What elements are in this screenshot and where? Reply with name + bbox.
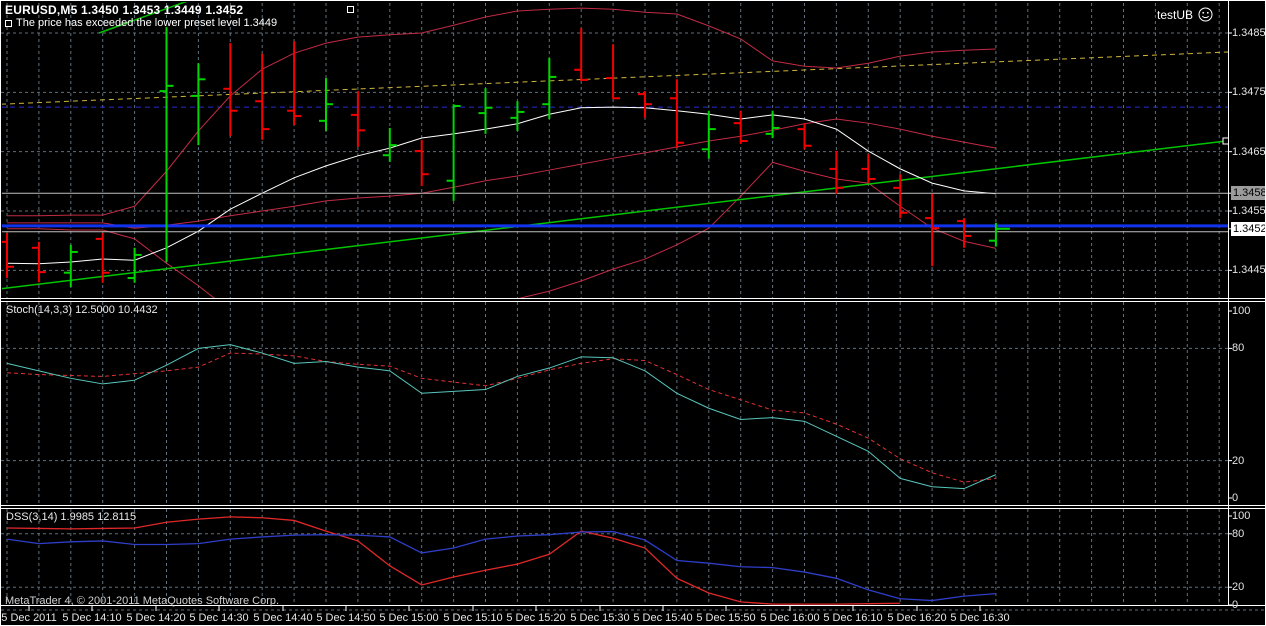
time-axis-label: 5 Dec 16:00 [760, 612, 820, 624]
time-axis-label: 5 Dec 15:40 [633, 612, 693, 624]
stoch-scale-label: 0 [1232, 492, 1239, 504]
ohlc-bar [510, 101, 525, 131]
price-axis-label: 1.3465 [1232, 145, 1266, 158]
ohlc-bar [95, 232, 110, 283]
time-axis-label: 5 Dec 14:10 [62, 612, 122, 624]
ohlc-bar [63, 244, 78, 287]
ohlc-bar [31, 241, 46, 283]
dss-scale-label: 0 [1232, 599, 1239, 611]
time-axis-label: 5 Dec 14:20 [126, 612, 186, 624]
price-marker-1.3452: 1.3452 [1231, 221, 1265, 236]
ohlc-bar [255, 53, 270, 140]
ohlc-bar [478, 88, 493, 134]
time-axis-label: 5 Dec 15:30 [570, 612, 630, 624]
dss-scale-label: 20 [1232, 581, 1245, 594]
panel-borders [1, 1, 1265, 606]
bb-lower-line [7, 161, 997, 298]
stochastic-panel[interactable] [6, 344, 997, 490]
ohlc-bar [797, 123, 812, 150]
alert-banner: The price has exceeded the lower preset … [5, 18, 277, 29]
time-axis-label: 5 Dec 15:10 [443, 612, 503, 624]
stoch-signal-line [6, 352, 996, 483]
yellow-dashed-trendline [2, 51, 1228, 105]
bb-upper-line [7, 7, 996, 217]
stoch-scale-label: 100 [1232, 305, 1251, 317]
dss-blue-line [6, 530, 996, 602]
trendline-handle[interactable] [1222, 137, 1229, 145]
time-axis-label: 5 Dec 16:30 [950, 612, 1010, 624]
ohlc-bar [2, 232, 14, 279]
ohlc-bar [893, 174, 908, 219]
time-axis-label: 5 Dec 16:10 [823, 612, 883, 624]
green-steep-trendline [98, 2, 188, 34]
ohlc-bar [542, 57, 557, 120]
ea-watermark-text: testUB [1156, 7, 1193, 22]
ohlc-bar [574, 28, 589, 82]
ohlc-bar [319, 78, 333, 131]
dss-scale-label: 100 [1232, 510, 1251, 522]
ohlc-bar [223, 43, 238, 137]
time-axis-label: 5 Dec 15:20 [506, 612, 566, 624]
dss-scale-label: 80 [1232, 527, 1245, 540]
stoch-main-line [6, 344, 997, 490]
dss-red-line [6, 516, 901, 605]
price-marker-1.3458: 1.3458 [1231, 186, 1265, 201]
alert-text: The price has exceeded the lower preset … [16, 17, 278, 29]
ohlc-bar [287, 41, 302, 125]
ohlc-bar [446, 104, 461, 201]
ohlc-bar [638, 91, 652, 118]
ohlc-bar [861, 154, 876, 184]
time-axis-label: 5 Dec 14:30 [189, 612, 249, 624]
stoch-scale-label: 20 [1232, 454, 1245, 467]
grid-layer [1, 3, 1265, 611]
time-axis-label: 5 Dec 2011 [1, 612, 57, 624]
dss-label: DSS(3,14) 1.9985 12.8115 [6, 511, 137, 523]
time-axis-label: 5 Dec 15:50 [696, 612, 756, 624]
ohlc-bar [829, 151, 844, 194]
price-axis-label: 1.3445 [1232, 264, 1266, 277]
ohlc-bar [606, 44, 621, 100]
main-price-panel[interactable] [1, 1, 1229, 346]
green-trendline [2, 140, 1227, 290]
time-axis-label: 5 Dec 14:50 [316, 612, 376, 624]
ohlc-bar [159, 27, 174, 263]
ohlc-bar [733, 110, 748, 144]
ohlc-bar [382, 127, 397, 162]
ohlc-bar [765, 110, 780, 139]
time-axis-label: 5 Dec 14:40 [253, 612, 313, 624]
ohlc-bar [957, 218, 971, 248]
smiley-icon [1198, 7, 1213, 22]
time-axis-label: 5 Dec 16:20 [887, 612, 947, 624]
candles-layer [2, 27, 1010, 287]
stochastic-label: Stoch(14,3,3) 12.5000 10.4432 [6, 304, 158, 316]
ohlc-bar [669, 79, 684, 149]
stoch-scale-label: 80 [1232, 342, 1245, 355]
copyright-watermark: MetaTrader 4, © 2001-2011 MetaQuotes Sof… [5, 595, 280, 607]
ohlc-bar [191, 63, 206, 146]
ohlc-bar [127, 247, 142, 283]
axis-ticks [28, 32, 1232, 611]
object-anchor-handle[interactable] [347, 6, 354, 13]
white-ma-line [6, 106, 996, 265]
alert-marker-icon [5, 20, 12, 27]
bb-middle-line [7, 118, 996, 229]
chart-title: EURUSD,M5 1.3450 1.3453 1.3449 1.3452 [5, 3, 244, 17]
ohlc-bar [414, 139, 429, 187]
price-axis-label: 1.3485 [1232, 27, 1266, 39]
time-axis-label: 5 Dec 15:00 [379, 612, 439, 624]
ohlc-bar [988, 222, 1010, 247]
dss-panel[interactable] [6, 516, 996, 605]
ohlc-bar [925, 193, 940, 267]
ea-watermark: testUB [1157, 7, 1213, 22]
price-axis-label: 1.3455 [1232, 205, 1266, 217]
ohlc-bar [701, 110, 716, 159]
price-axis-label: 1.3475 [1232, 86, 1266, 99]
ohlc-bar [350, 91, 365, 147]
